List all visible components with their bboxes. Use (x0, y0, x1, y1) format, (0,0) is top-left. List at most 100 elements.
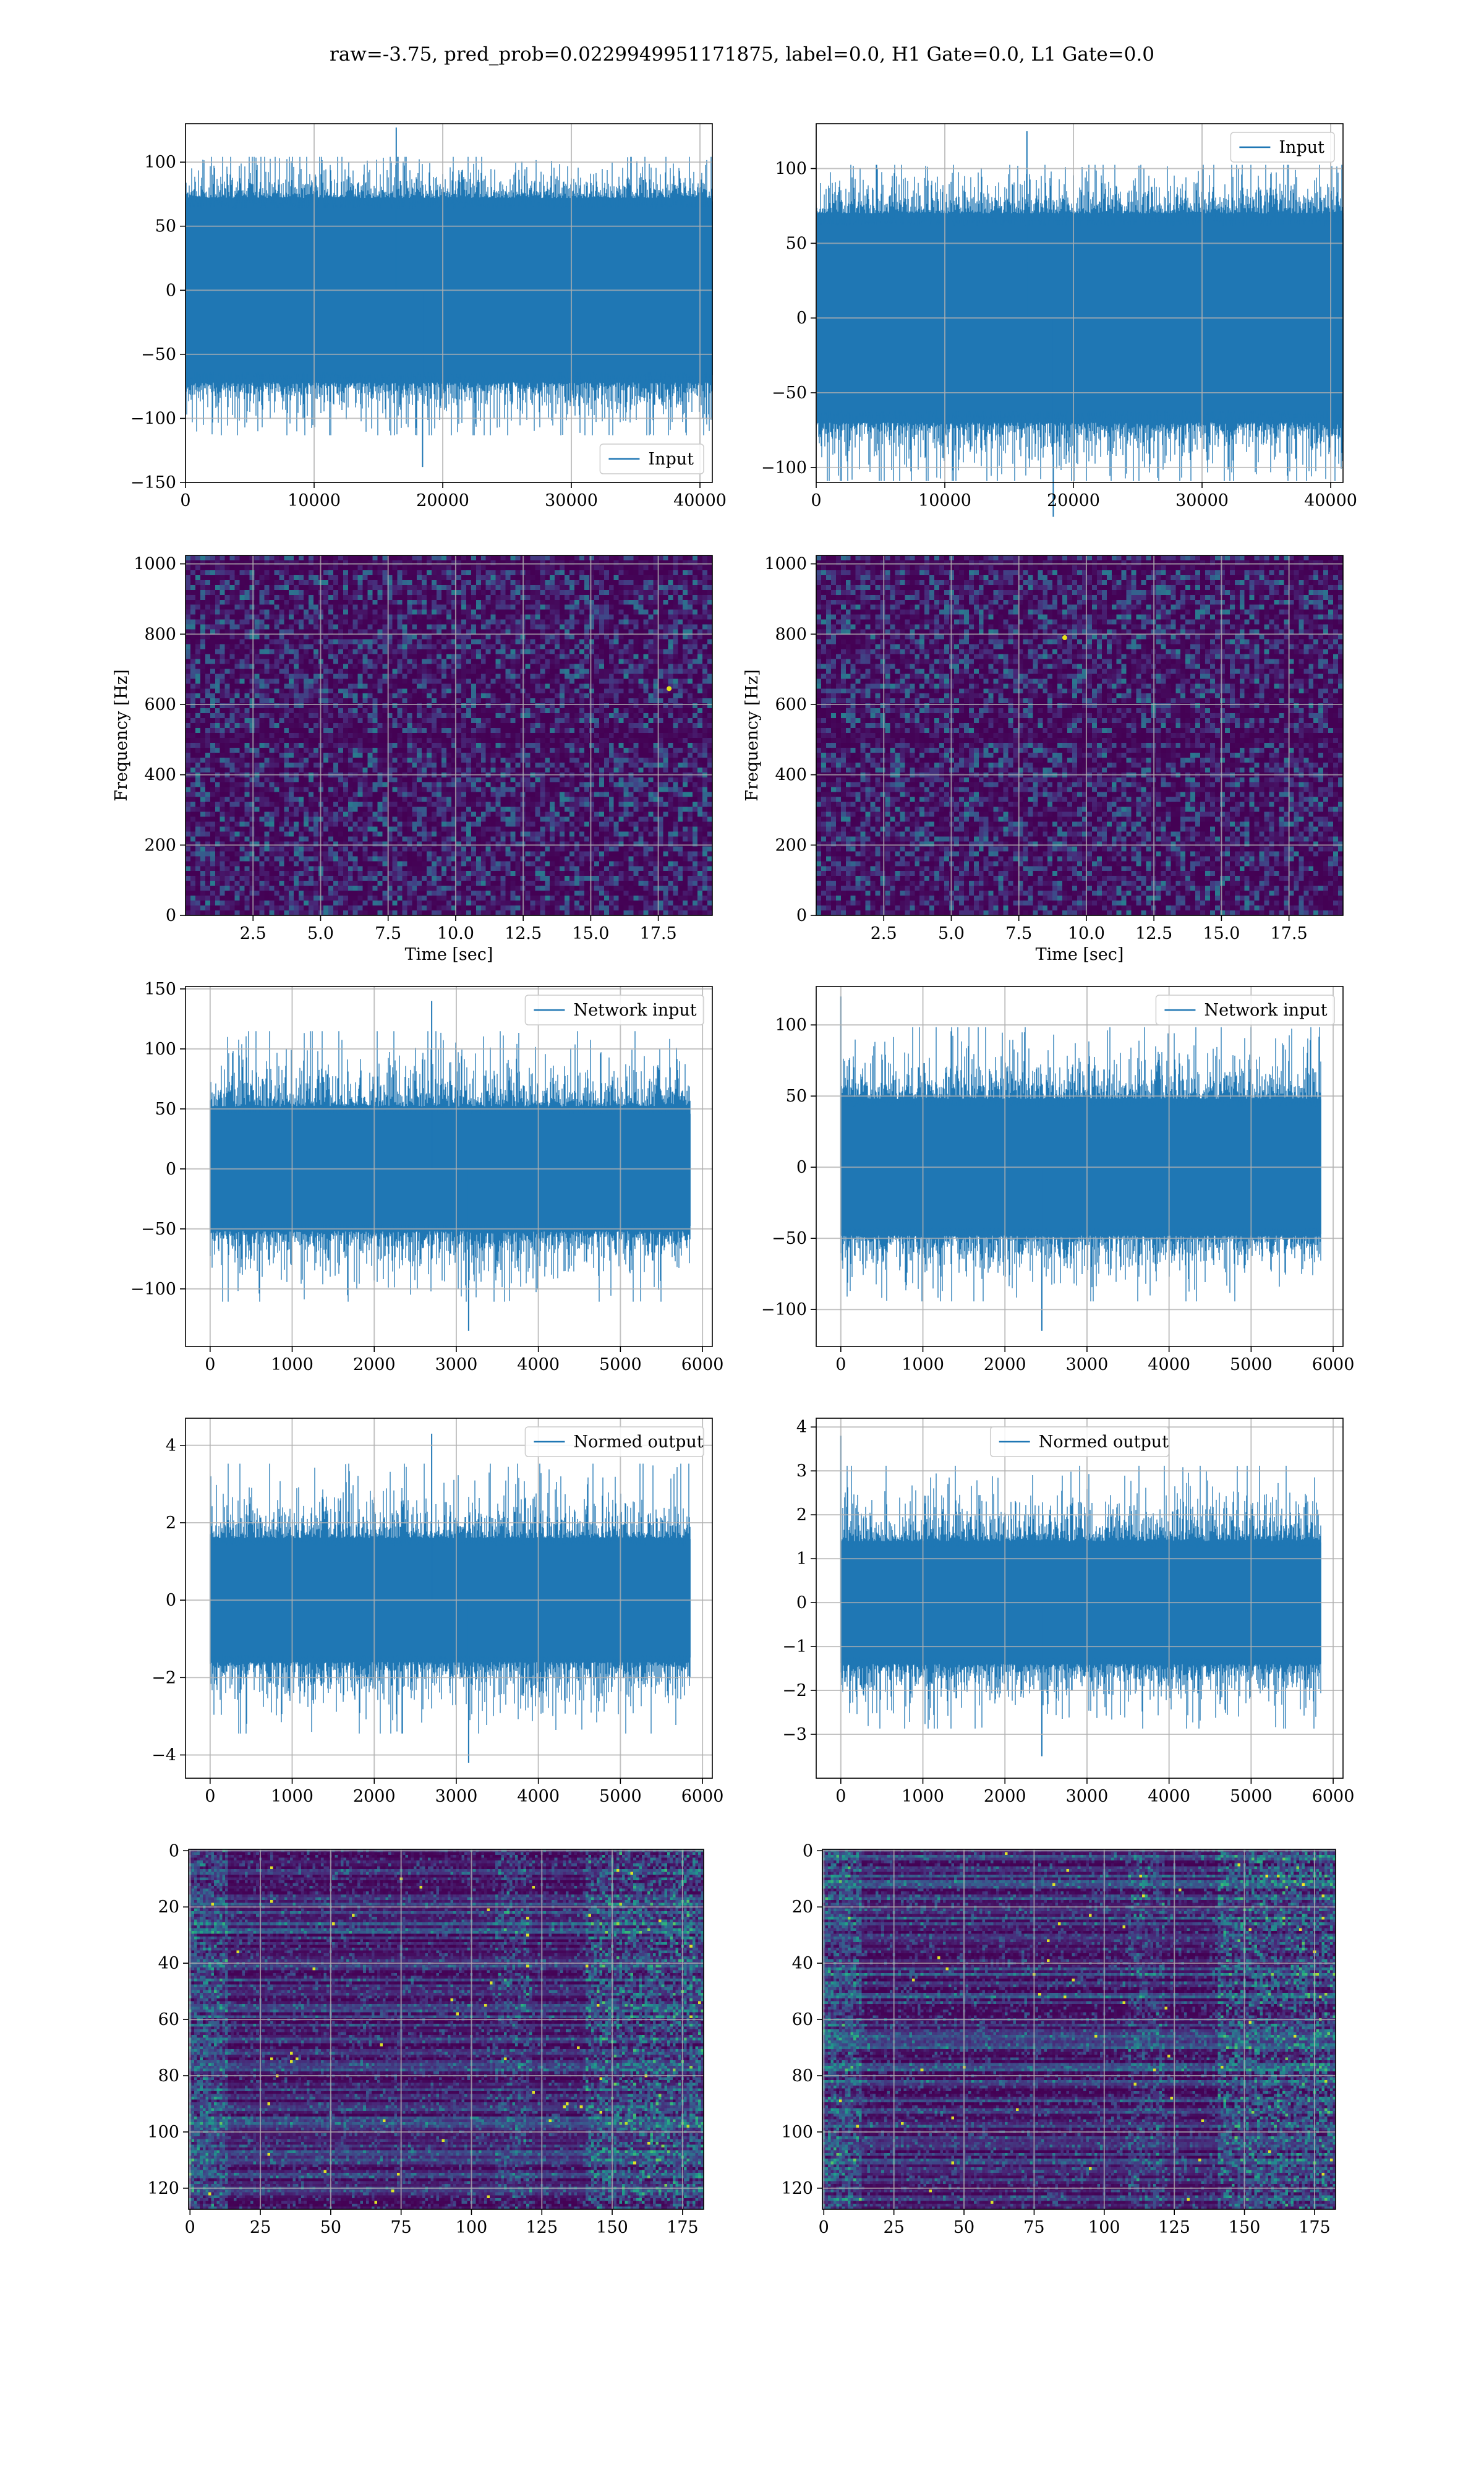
legend: Input (1230, 132, 1335, 163)
chart-h1-input: 0 10000 20000 30000 40000 −150 −100 −50 0 50 100 In… (130, 123, 727, 510)
x-tick-label: 15.0 (1203, 924, 1240, 943)
y-tick-label: 60 (792, 2010, 813, 2029)
spectrogram-image (186, 555, 712, 915)
x-tick-label: 0 (205, 1787, 215, 1806)
grid-l1-spectrogram (816, 555, 1343, 916)
y-tick-label: 120 (147, 2179, 179, 2198)
y-tick-label: 80 (792, 2066, 813, 2086)
feature-map-image (189, 1849, 704, 2209)
y-tick-label: 0 (803, 1841, 813, 1860)
x-tick-label: 12.5 (1135, 924, 1172, 943)
y-tick-label: −100 (761, 1300, 807, 1319)
y-tick-label: −150 (130, 473, 176, 492)
x-tick-label: 2.5 (871, 924, 897, 943)
x-tick-label: 175 (1298, 2218, 1331, 2237)
y-axis-label: Frequency [Hz] (112, 669, 131, 801)
legend: Input (599, 443, 704, 474)
axes-frame (185, 986, 713, 1347)
y-tick-label: 0 (166, 1160, 176, 1179)
chart-l1-network-input: 0 1000 2000 3000 4000 5000 6000 −100 −50 0 50 100 Ne… (761, 986, 1354, 1374)
legend-label: Network input (573, 1001, 696, 1020)
y-tick-label: 4 (166, 1436, 176, 1455)
x-tick-label: 175 (667, 2218, 699, 2237)
chart-l1-spectrogram: 2.5 5.0 7.5 10.0 12.5 15.0 17.5 0 200 400 600 800 10… (743, 555, 1344, 964)
legend-box (599, 443, 704, 474)
x-tick-label: 0 (835, 1355, 846, 1374)
x-tick-label: 0 (819, 2218, 829, 2237)
axes-frame (188, 1849, 704, 2210)
x-tick-label: 5000 (599, 1787, 642, 1806)
y-tick-label: 100 (775, 1016, 807, 1035)
x-tick-label: 2000 (353, 1787, 396, 1806)
axes-frame (816, 986, 1344, 1347)
x-tick-label: 150 (1229, 2218, 1261, 2237)
x-tick-label: 1000 (902, 1355, 944, 1374)
x-tick-label: 75 (390, 2218, 411, 2237)
y-tick-label: −50 (772, 383, 807, 403)
x-tick-label: 3000 (435, 1787, 478, 1806)
y-tick-label: 600 (144, 695, 176, 714)
x-tick-label: 2000 (984, 1355, 1026, 1374)
x-tick-label: 25 (250, 2218, 271, 2237)
y-tick-label: 0 (166, 906, 176, 925)
legend-box (524, 1426, 704, 1457)
x-tick-label: 10000 (288, 491, 341, 510)
x-tick-label: 100 (1088, 2218, 1120, 2237)
y-tick-label: −50 (141, 345, 176, 364)
x-tick-label: 3000 (435, 1355, 478, 1374)
y-tick-label: −2 (151, 1668, 176, 1687)
x-tick-label: 6000 (681, 1355, 724, 1374)
x-tick-label: 6000 (1312, 1787, 1355, 1806)
y-tick-label: 4 (796, 1418, 807, 1437)
y-tick-label: 0 (166, 1591, 176, 1610)
y-tick-label: 20 (158, 1898, 179, 1917)
chart-h1-network-input: 0 1000 2000 3000 4000 5000 6000 −100 −50 0 50 100 15… (130, 980, 724, 1374)
y-tick-label: −100 (761, 458, 807, 477)
y-tick-label: −3 (782, 1725, 807, 1744)
x-tick-label: 3000 (1066, 1355, 1109, 1374)
y-tick-label: 60 (158, 2010, 179, 2029)
x-tick-label: 1000 (271, 1787, 313, 1806)
grid-h1-normed-output (186, 1418, 712, 1778)
axes-frame (185, 123, 713, 483)
y-tick-label: 80 (158, 2066, 179, 2086)
y-tick-label: 3 (796, 1462, 807, 1481)
x-tick-label: 0 (835, 1787, 846, 1806)
axes-frame (822, 1849, 1336, 2210)
axes-frame (185, 555, 713, 916)
x-tick-label: 17.5 (1271, 924, 1308, 943)
legend-box (1155, 995, 1335, 1025)
grid-h1-network-input (186, 987, 712, 1346)
x-tick-label: 30000 (1175, 491, 1229, 510)
feature-map-image (822, 1849, 1336, 2209)
y-tick-label: −2 (782, 1681, 807, 1700)
x-axis-label: Time [sec] (405, 945, 493, 964)
x-tick-label: 50 (320, 2218, 341, 2237)
x-tick-label: 2000 (353, 1355, 396, 1374)
x-tick-label: 10.0 (437, 924, 474, 943)
x-tick-label: 4000 (1148, 1787, 1190, 1806)
y-tick-label: 40 (792, 1954, 813, 1973)
x-tick-label: 2.5 (240, 924, 267, 943)
y-tick-label: 100 (781, 2123, 813, 2142)
x-tick-label: 25 (883, 2218, 904, 2237)
x-tick-label: 4000 (1148, 1355, 1190, 1374)
y-tick-label: 100 (144, 153, 176, 172)
y-tick-label: 100 (147, 2123, 179, 2142)
y-tick-label: 100 (775, 160, 807, 179)
figure-title: raw=-3.75, pred_prob=0.0229949951171875,… (330, 43, 1154, 66)
x-tick-label: 10000 (918, 491, 971, 510)
x-tick-label: 7.5 (375, 924, 401, 943)
x-tick-label: 5000 (1230, 1787, 1273, 1806)
y-tick-label: 20 (792, 1898, 813, 1917)
y-tick-label: 0 (166, 281, 176, 300)
y-tick-label: 50 (786, 234, 807, 253)
axes-frame (816, 123, 1344, 483)
x-tick-label: 5.0 (307, 924, 334, 943)
y-tick-label: 200 (144, 836, 176, 855)
x-tick-label: 10.0 (1068, 924, 1105, 943)
x-tick-label: 4000 (517, 1355, 560, 1374)
x-tick-label: 50 (953, 2218, 974, 2237)
y-tick-label: −100 (130, 409, 176, 428)
y-tick-label: 0 (796, 906, 807, 925)
